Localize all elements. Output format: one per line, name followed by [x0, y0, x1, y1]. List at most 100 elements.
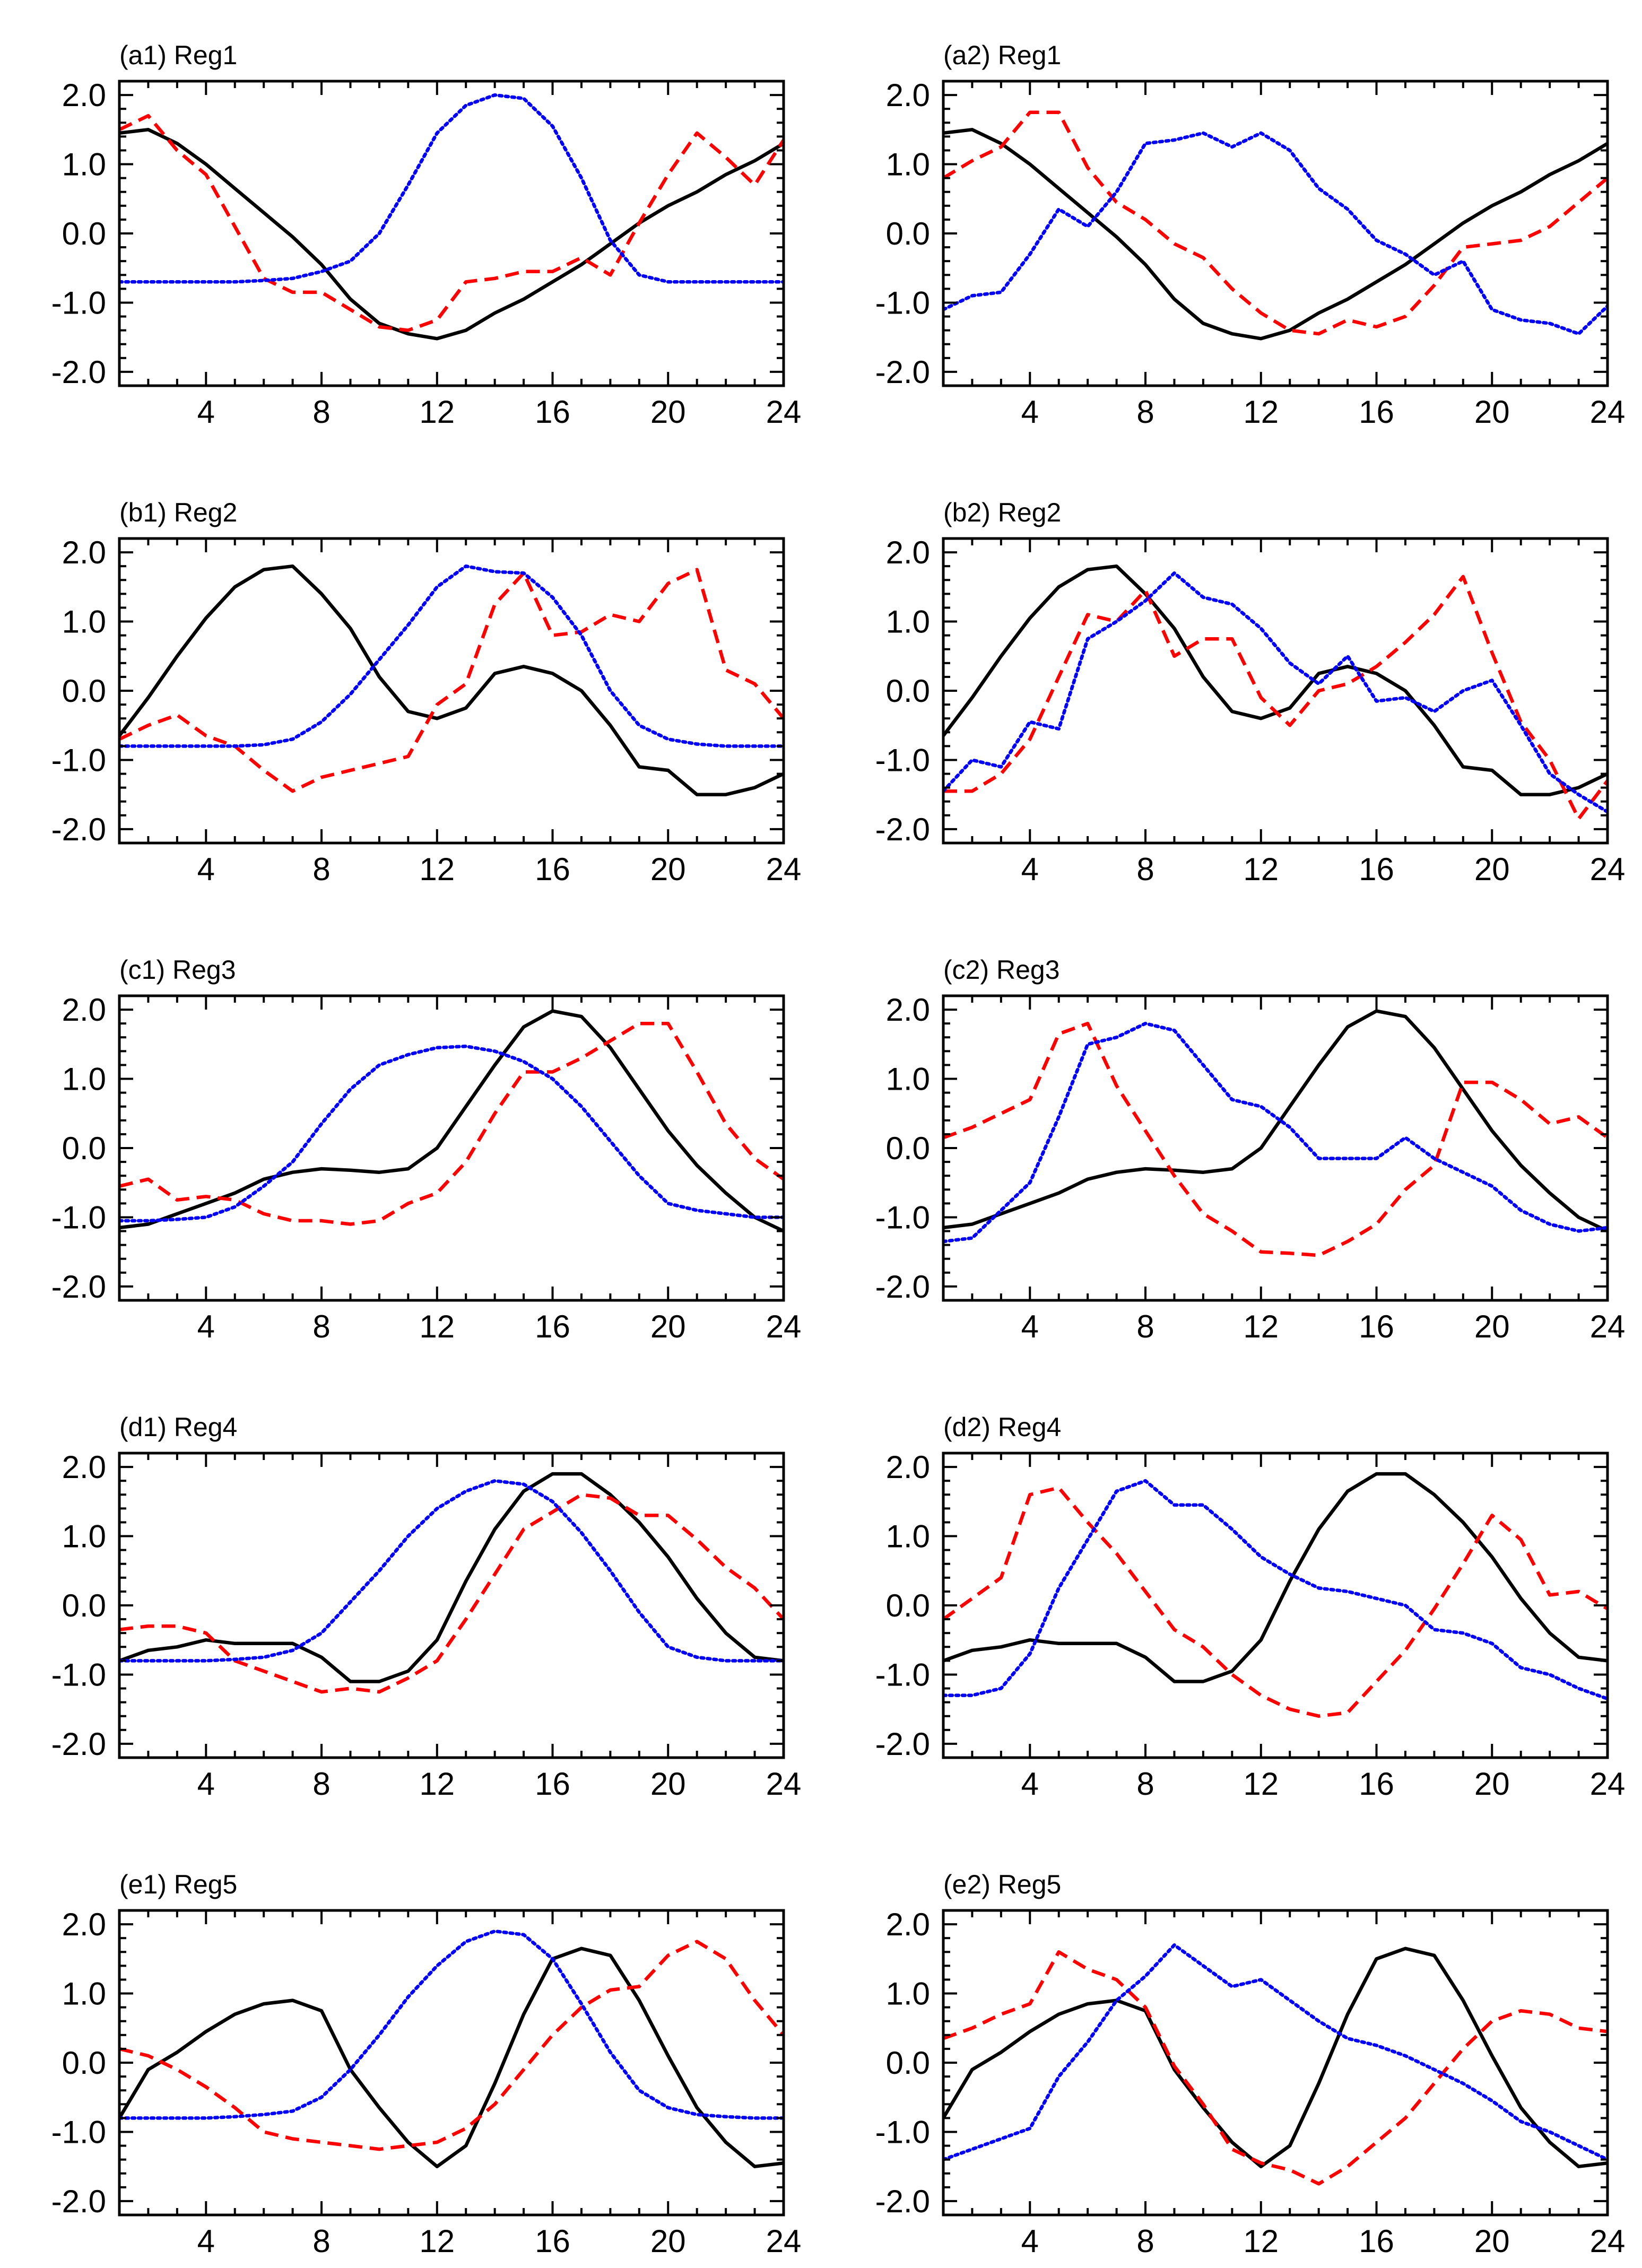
y-tick-label: 1.0	[62, 604, 106, 640]
y-tick-label: -1.0	[51, 1200, 106, 1235]
x-tick-label: 8	[1136, 1309, 1154, 1344]
series-line-solid	[943, 128, 1608, 341]
y-tick-label: -2.0	[875, 354, 930, 390]
panel-title: (a1) Reg1	[119, 40, 237, 70]
x-tick-label: 20	[650, 394, 686, 430]
panel-e1: (e1) Reg5 4 8 12 16 20 24 2.0 1.0 0.0 -1.0 -2.0	[51, 1870, 802, 2259]
x-tick-label: 20	[1474, 851, 1510, 887]
x-tick-label: 20	[1474, 1766, 1510, 1802]
y-tick-label: -2.0	[875, 1269, 930, 1305]
y-tick-label: -2.0	[51, 354, 106, 390]
series-line-dotted	[943, 1479, 1608, 1701]
x-tick-label: 16	[535, 851, 570, 887]
x-tick-label: 20	[1474, 2223, 1510, 2259]
x-tick-label: 8	[1136, 1766, 1154, 1802]
x-tick-label: 16	[535, 1766, 570, 1802]
x-tick-label: 24	[766, 1766, 802, 1802]
series-line-solid	[943, 1472, 1608, 1683]
panel-title: (c1) Reg3	[119, 955, 236, 985]
panel-title: (c2) Reg3	[943, 955, 1060, 985]
x-tick-label: 4	[197, 851, 215, 887]
x-tick-label: 8	[312, 1309, 330, 1344]
y-tick-label: -1.0	[875, 2114, 930, 2150]
series-line-dashed	[943, 110, 1608, 336]
x-tick-label: 24	[766, 394, 802, 430]
y-tick-label: -1.0	[51, 742, 106, 778]
x-tick-label: 8	[312, 1766, 330, 1802]
series-line-solid	[119, 1472, 784, 1683]
y-tick-label: 1.0	[886, 1976, 930, 2012]
x-tick-label: 12	[419, 2223, 455, 2259]
y-tick-label: -1.0	[875, 285, 930, 320]
x-tick-label: 8	[312, 2223, 330, 2259]
panel-title: (e1) Reg5	[119, 1870, 237, 1899]
y-tick-label: 2.0	[62, 1907, 106, 1942]
x-tick-label: 20	[1474, 1309, 1510, 1344]
y-tick-label: 0.0	[62, 1588, 106, 1623]
x-tick-label: 16	[1359, 2223, 1394, 2259]
panel-title: (b2) Reg2	[943, 498, 1061, 527]
x-tick-label: 4	[197, 394, 215, 430]
panel-c2: (c2) Reg3 4 8 12 16 20 24 2.0 1.0 0.0 -1.0 -2.0	[875, 955, 1626, 1344]
panel-a1: (a1) Reg1 4 8 12 16 20 24 2.0 1.0 0.0 -1.0 -2.0	[51, 40, 802, 430]
panel-d1: (d1) Reg4 4 8 12 16 20 24 2.0 1.0 0.0 -1.0 -2.0	[51, 1412, 802, 1802]
x-tick-label: 24	[1590, 394, 1626, 430]
x-tick-label: 4	[197, 2223, 215, 2259]
y-tick-label: 0.0	[62, 2045, 106, 2081]
y-tick-label: 1.0	[62, 1062, 106, 1097]
x-tick-label: 12	[1243, 851, 1279, 887]
x-tick-label: 16	[1359, 1309, 1394, 1344]
y-tick-label: -2.0	[51, 1726, 106, 1762]
y-tick-label: 2.0	[62, 1449, 106, 1485]
x-tick-label: 24	[1590, 2223, 1626, 2259]
y-tick-label: 0.0	[886, 673, 930, 709]
y-tick-label: 0.0	[886, 216, 930, 251]
x-tick-label: 4	[197, 1309, 215, 1344]
y-tick-label: 1.0	[62, 1519, 106, 1554]
series-line-dotted	[943, 131, 1608, 336]
panel-a2: (a2) Reg1 4 8 12 16 20 24 2.0 1.0 0.0 -1.0 -2.0	[875, 40, 1626, 430]
y-tick-label: -2.0	[51, 2184, 106, 2219]
y-tick-label: 2.0	[886, 1907, 930, 1942]
series-line-solid	[119, 1009, 784, 1233]
x-tick-label: 12	[419, 1309, 455, 1344]
series-line-dotted	[943, 1021, 1608, 1244]
x-tick-label: 24	[1590, 1766, 1626, 1802]
x-tick-label: 24	[766, 2223, 802, 2259]
y-tick-label: 2.0	[886, 992, 930, 1028]
panel-b1: (b1) Reg2 4 8 12 16 20 24 2.0 1.0 0.0 -1.0 -2.0	[51, 498, 802, 887]
y-tick-label: 0.0	[62, 216, 106, 251]
x-tick-label: 20	[650, 851, 686, 887]
y-tick-label: -1.0	[51, 2114, 106, 2150]
y-tick-label: 2.0	[886, 1449, 930, 1485]
y-tick-label: 1.0	[886, 1519, 930, 1554]
x-tick-label: 20	[650, 1766, 686, 1802]
y-tick-label: 0.0	[62, 1131, 106, 1166]
series-line-dotted	[119, 1479, 784, 1663]
x-tick-label: 8	[1136, 394, 1154, 430]
x-tick-label: 20	[1474, 394, 1510, 430]
y-tick-label: 1.0	[62, 1976, 106, 2012]
series-line-dotted	[943, 571, 1608, 814]
series-line-dashed	[943, 575, 1608, 821]
y-tick-label: 1.0	[886, 604, 930, 640]
y-tick-label: 2.0	[62, 992, 106, 1028]
x-tick-label: 24	[1590, 1309, 1626, 1344]
panel-title: (d1) Reg4	[119, 1412, 237, 1442]
series-line-dashed	[943, 1950, 1608, 2186]
y-tick-label: -1.0	[875, 1657, 930, 1692]
y-tick-label: 1.0	[886, 147, 930, 183]
x-tick-label: 4	[197, 1766, 215, 1802]
x-tick-label: 16	[535, 2223, 570, 2259]
x-tick-label: 12	[419, 851, 455, 887]
series-line-dashed	[943, 1021, 1608, 1257]
panel-b2: (b2) Reg2 4 8 12 16 20 24 2.0 1.0 0.0 -1.0 -2.0	[875, 498, 1626, 887]
y-tick-label: -2.0	[875, 2184, 930, 2219]
x-tick-label: 12	[419, 1766, 455, 1802]
y-tick-label: -2.0	[51, 1269, 106, 1305]
panel-title: (d2) Reg4	[943, 1412, 1061, 1442]
series-line-dashed	[943, 1485, 1608, 1718]
y-tick-label: -2.0	[875, 1726, 930, 1762]
series-line-solid	[119, 564, 784, 796]
